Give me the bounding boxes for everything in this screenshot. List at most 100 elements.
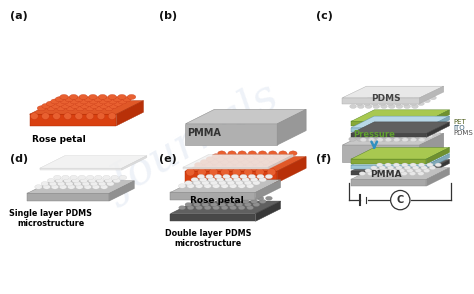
Ellipse shape: [95, 175, 102, 180]
Ellipse shape: [97, 113, 105, 119]
Ellipse shape: [200, 199, 207, 203]
Ellipse shape: [194, 163, 202, 167]
Ellipse shape: [123, 97, 131, 102]
Ellipse shape: [422, 96, 428, 100]
Ellipse shape: [398, 169, 405, 173]
Ellipse shape: [369, 99, 376, 103]
Ellipse shape: [103, 175, 110, 180]
Text: Pressure: Pressure: [353, 130, 395, 139]
Ellipse shape: [85, 106, 94, 111]
Ellipse shape: [191, 199, 198, 203]
Polygon shape: [117, 101, 144, 126]
Text: Double layer PDMS
microstructure: Double layer PDMS microstructure: [165, 229, 251, 248]
Ellipse shape: [416, 99, 423, 103]
Ellipse shape: [408, 135, 415, 139]
Ellipse shape: [69, 94, 78, 99]
Ellipse shape: [393, 138, 400, 142]
Ellipse shape: [66, 182, 73, 186]
Ellipse shape: [265, 174, 273, 179]
Ellipse shape: [234, 199, 241, 203]
Ellipse shape: [401, 99, 407, 103]
Ellipse shape: [212, 154, 220, 158]
Ellipse shape: [204, 206, 211, 210]
Polygon shape: [351, 133, 426, 137]
Ellipse shape: [100, 185, 108, 189]
Ellipse shape: [88, 178, 96, 183]
Ellipse shape: [54, 175, 61, 180]
Ellipse shape: [231, 196, 238, 200]
Ellipse shape: [178, 184, 186, 188]
Ellipse shape: [404, 104, 410, 108]
Ellipse shape: [364, 101, 370, 106]
Ellipse shape: [399, 128, 406, 132]
Ellipse shape: [405, 132, 412, 137]
Ellipse shape: [118, 99, 127, 104]
Ellipse shape: [380, 137, 387, 141]
Ellipse shape: [109, 103, 118, 108]
Ellipse shape: [238, 206, 245, 210]
Ellipse shape: [30, 113, 38, 119]
Ellipse shape: [427, 163, 433, 167]
Ellipse shape: [198, 196, 204, 200]
Polygon shape: [426, 148, 449, 164]
Ellipse shape: [219, 181, 226, 185]
Ellipse shape: [385, 138, 392, 142]
Polygon shape: [426, 154, 449, 169]
Ellipse shape: [80, 103, 89, 108]
Ellipse shape: [406, 96, 413, 100]
Polygon shape: [342, 133, 444, 145]
Ellipse shape: [394, 101, 401, 106]
Ellipse shape: [397, 132, 404, 137]
Ellipse shape: [215, 163, 223, 167]
Ellipse shape: [218, 151, 226, 156]
Ellipse shape: [393, 163, 400, 167]
Ellipse shape: [415, 135, 423, 139]
Polygon shape: [255, 201, 281, 221]
Ellipse shape: [356, 137, 364, 141]
Ellipse shape: [388, 104, 395, 108]
Ellipse shape: [221, 184, 228, 188]
Text: ITO: ITO: [453, 125, 465, 131]
Ellipse shape: [392, 99, 400, 103]
Ellipse shape: [263, 154, 271, 158]
Ellipse shape: [434, 130, 440, 134]
Ellipse shape: [427, 134, 433, 138]
Polygon shape: [351, 116, 449, 128]
Polygon shape: [426, 160, 449, 175]
Text: Rose petal: Rose petal: [190, 196, 244, 205]
Ellipse shape: [118, 94, 126, 99]
Ellipse shape: [85, 101, 93, 106]
Polygon shape: [351, 165, 426, 169]
Ellipse shape: [365, 169, 371, 173]
Polygon shape: [426, 168, 449, 186]
Ellipse shape: [243, 154, 251, 158]
Polygon shape: [351, 154, 449, 165]
Text: C: C: [397, 195, 404, 205]
Ellipse shape: [383, 96, 390, 100]
Ellipse shape: [403, 137, 410, 141]
Ellipse shape: [75, 113, 82, 119]
Ellipse shape: [210, 203, 217, 207]
Ellipse shape: [235, 163, 243, 167]
Ellipse shape: [210, 160, 219, 164]
Ellipse shape: [241, 160, 249, 164]
Text: Rose petal: Rose petal: [32, 136, 85, 144]
Ellipse shape: [198, 168, 206, 176]
Polygon shape: [171, 180, 281, 192]
Ellipse shape: [418, 130, 424, 134]
Ellipse shape: [245, 203, 251, 207]
Text: (f): (f): [316, 154, 331, 164]
Ellipse shape: [418, 172, 424, 176]
Ellipse shape: [407, 169, 413, 173]
Ellipse shape: [410, 138, 417, 142]
Ellipse shape: [119, 175, 127, 180]
Ellipse shape: [414, 128, 422, 132]
Ellipse shape: [356, 101, 363, 106]
Ellipse shape: [60, 94, 68, 99]
Ellipse shape: [206, 157, 214, 161]
Ellipse shape: [387, 101, 393, 106]
Ellipse shape: [368, 96, 374, 100]
Ellipse shape: [82, 182, 90, 186]
Ellipse shape: [360, 138, 366, 142]
Ellipse shape: [283, 154, 292, 158]
